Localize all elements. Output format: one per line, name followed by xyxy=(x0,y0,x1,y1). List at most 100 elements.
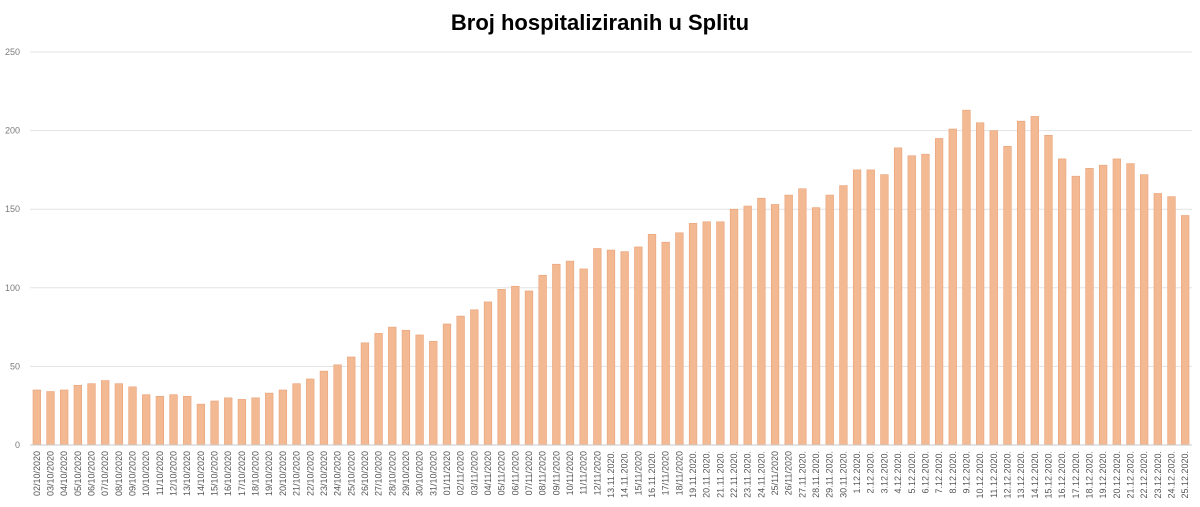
gridlines xyxy=(30,51,1192,367)
bar xyxy=(798,188,807,446)
bar xyxy=(155,395,164,446)
y-tick-label: 100 xyxy=(5,283,20,293)
bar xyxy=(1112,158,1121,446)
y-tick-label: 250 xyxy=(5,47,20,57)
bar xyxy=(893,147,903,446)
bar xyxy=(251,397,260,446)
x-tick-label: 9.12.2020. xyxy=(961,451,971,494)
bar xyxy=(333,364,342,446)
bar xyxy=(1167,196,1176,446)
x-tick-label: 09/11/2020 xyxy=(551,451,561,495)
bar xyxy=(1153,193,1162,446)
bar xyxy=(702,221,711,446)
bar xyxy=(688,223,698,446)
bar xyxy=(237,399,247,446)
x-tick-label: 28.11.2020. xyxy=(811,451,821,498)
bar xyxy=(1016,120,1026,446)
bar xyxy=(948,128,957,446)
x-tick-label: 26/10/2020 xyxy=(360,451,370,496)
bar xyxy=(374,333,383,446)
bar xyxy=(716,221,725,446)
bar xyxy=(483,301,493,446)
x-tick-label: 09/10/2020 xyxy=(128,451,138,496)
bar xyxy=(210,400,219,446)
x-tick-label: 3.12.2020. xyxy=(879,451,889,494)
bar xyxy=(401,329,411,446)
x-tick-label: 20.11.2020. xyxy=(702,451,712,498)
x-tick-label: 12.12.2020. xyxy=(1002,451,1012,499)
bar xyxy=(811,207,821,446)
bar xyxy=(934,138,944,446)
bars xyxy=(32,109,1190,446)
x-tick-label: 19.11.2020. xyxy=(688,451,698,498)
x-tick-label: 16.12.2020. xyxy=(1057,451,1067,499)
x-tick-label: 29.11.2020. xyxy=(825,451,835,498)
bar xyxy=(647,234,657,446)
bar xyxy=(470,309,479,446)
bar xyxy=(224,397,233,446)
bar xyxy=(524,290,534,446)
bar xyxy=(456,315,465,446)
x-tick-label: 22/10/2020 xyxy=(305,451,315,496)
x-tick-label: 23.12.2020. xyxy=(1153,451,1163,499)
bar xyxy=(73,384,82,446)
x-tick-label: 15/11/2020 xyxy=(633,451,643,495)
bar xyxy=(1071,175,1080,446)
y-tick-label: 200 xyxy=(5,126,20,136)
x-tick-label: 15/10/2020 xyxy=(210,451,220,496)
x-tick-label: 16/10/2020 xyxy=(223,451,233,496)
x-tick-label: 18/10/2020 xyxy=(251,451,261,496)
x-tick-label: 25/11/2020 xyxy=(770,451,780,495)
bar xyxy=(87,383,96,446)
bar xyxy=(1044,135,1053,446)
bar xyxy=(511,285,520,446)
bar xyxy=(415,334,424,446)
x-tick-label: 15.12.2020. xyxy=(1043,451,1053,499)
x-tick-label: 29/10/2020 xyxy=(401,451,411,496)
bar xyxy=(60,389,69,446)
chart-title: Broj hospitaliziranih u Splitu xyxy=(451,10,749,35)
x-tick-label: 18/11/2020 xyxy=(674,451,684,495)
x-tick-label: 17/10/2020 xyxy=(237,451,247,496)
x-tick-label: 22.12.2020. xyxy=(1139,451,1149,499)
bar xyxy=(839,185,848,446)
x-tick-label: 8.12.2020. xyxy=(948,451,958,494)
x-tick-label: 18.12.2020. xyxy=(1084,451,1094,499)
x-tick-label: 14.12.2020. xyxy=(1030,451,1040,499)
x-tick-label: 13.12.2020. xyxy=(1016,451,1026,499)
x-tick-label: 03/10/2020 xyxy=(46,451,56,496)
x-tick-label: 20.12.2020. xyxy=(1112,451,1122,499)
x-tick-label: 1.12.2020. xyxy=(852,451,862,494)
x-tick-label: 05/11/2020 xyxy=(497,451,507,495)
x-tick-label: 30/10/2020 xyxy=(415,451,425,496)
bar xyxy=(1126,163,1135,446)
bar xyxy=(593,248,602,446)
bar xyxy=(497,289,506,446)
bar xyxy=(743,205,752,446)
x-tick-label: 24/10/2020 xyxy=(333,451,343,496)
x-tick-label: 5.12.2020. xyxy=(907,451,917,494)
bar xyxy=(442,323,452,446)
x-tick-label: 06/11/2020 xyxy=(510,451,520,495)
bar xyxy=(388,326,397,446)
bar xyxy=(852,169,862,446)
bar xyxy=(538,274,547,446)
bar xyxy=(552,263,561,446)
bar xyxy=(579,268,588,446)
bar xyxy=(169,394,178,446)
bar xyxy=(1030,116,1039,446)
x-tick-label: 7.12.2020. xyxy=(934,451,944,494)
x-tick-label: 27.11.2020. xyxy=(797,451,807,498)
x-tick-label: 19.12.2020. xyxy=(1098,451,1108,499)
bar xyxy=(1181,215,1190,446)
bar xyxy=(880,174,889,446)
x-axis-ticks: 02/10/2020 03/10/2020 04/10/2020 05/10/2020… xyxy=(32,451,1190,499)
x-tick-label: 16.11.2020. xyxy=(647,451,657,498)
x-tick-label: 25/10/2020 xyxy=(346,451,356,496)
bar xyxy=(989,130,998,446)
x-tick-label: 30.11.2020. xyxy=(838,451,848,498)
bar xyxy=(101,380,110,446)
x-tick-label: 02/11/2020 xyxy=(456,451,466,495)
x-tick-label: 05/10/2020 xyxy=(73,451,83,496)
x-tick-label: 17/11/2020 xyxy=(661,451,671,495)
